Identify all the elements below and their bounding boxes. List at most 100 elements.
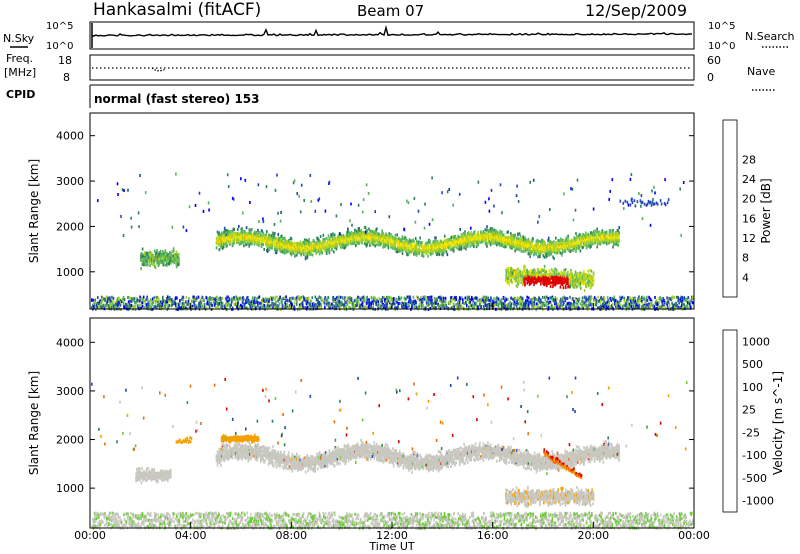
heatmap-cell	[566, 272, 568, 276]
heatmap-cell	[163, 261, 165, 265]
heatmap-cell	[155, 299, 157, 302]
heatmap-cell	[608, 232, 611, 236]
heatmap-cell	[361, 233, 363, 237]
heatmap-cell	[510, 234, 513, 238]
heatmap-cell	[259, 233, 262, 237]
heatmap-cell	[250, 239, 252, 243]
heatmap-cell	[248, 242, 250, 246]
heatmap-cell	[584, 234, 586, 238]
heatmap-cell	[470, 240, 472, 244]
heatmap-cell	[598, 233, 600, 236]
heatmap-cell	[307, 249, 309, 253]
heatmap-cell	[326, 243, 329, 247]
heatmap-cell	[485, 240, 487, 243]
heatmap-cell	[584, 242, 587, 246]
heatmap-cell	[285, 243, 287, 247]
heatmap-cell	[319, 246, 322, 250]
heatmap-cell	[492, 235, 494, 239]
heatmap-cell	[538, 247, 540, 251]
heatmap-cell	[312, 239, 315, 243]
noise-panel: N.Sky 10^5 10^0 10^5 10^0 N.Search	[3, 21, 795, 52]
heatmap-cell	[346, 231, 348, 235]
heatmap-cell	[244, 243, 247, 247]
nave-label: Nave	[747, 65, 775, 78]
heatmap-cell	[564, 277, 566, 281]
heatmap-cell	[590, 269, 593, 273]
heatmap-cell	[301, 242, 303, 246]
heatmap-cell	[320, 247, 323, 251]
heatmap-cell	[388, 232, 391, 236]
heatmap-cell	[570, 238, 573, 242]
heatmap-cell	[595, 235, 598, 239]
heatmap-cell	[226, 234, 228, 238]
heatmap-cell	[443, 246, 445, 250]
heatmap-cell	[553, 245, 555, 248]
nave-right-tick-top: 60	[707, 54, 721, 67]
heatmap-cell	[515, 247, 517, 251]
heatmap-cell	[120, 301, 122, 305]
heatmap-cell	[340, 237, 343, 241]
heatmap-cell	[512, 269, 515, 272]
heatmap-cell	[328, 245, 331, 249]
heatmap-cell	[400, 243, 403, 247]
heatmap-cell	[616, 232, 619, 236]
heatmap-cell	[391, 237, 393, 241]
heatmap-cell	[512, 233, 515, 237]
heatmap-cell	[509, 274, 512, 278]
heatmap-cell	[449, 244, 451, 248]
heatmap-cell	[539, 245, 541, 249]
heatmap-cell	[317, 248, 319, 252]
heatmap-cell	[455, 240, 457, 244]
heatmap-cell	[247, 241, 250, 245]
heatmap-cell	[599, 239, 601, 243]
heatmap-cell	[548, 243, 551, 247]
heatmap-cell	[504, 241, 507, 245]
heatmap-cell	[346, 240, 348, 244]
heatmap-cell	[555, 270, 557, 274]
heatmap-cell	[455, 242, 457, 246]
heatmap-cell	[539, 255, 541, 259]
heatmap-cell	[431, 244, 434, 248]
heatmap-cell	[266, 239, 269, 243]
heatmap-cell	[294, 245, 296, 249]
heatmap-cell	[259, 239, 262, 243]
heatmap-cell	[418, 249, 420, 253]
heatmap-cell	[591, 242, 594, 246]
heatmap-cell	[561, 280, 564, 284]
heatmap-cell	[580, 241, 583, 245]
heatmap-cell	[156, 305, 158, 309]
heatmap-cell	[591, 240, 593, 244]
heatmap-cell	[502, 233, 504, 237]
heatmap-cell	[304, 248, 307, 252]
heatmap-cell	[260, 239, 263, 243]
heatmap-cell	[515, 269, 517, 273]
heatmap-cell	[460, 233, 463, 237]
heatmap-cell	[336, 244, 339, 248]
heatmap-cell	[558, 272, 560, 276]
heatmap-cell	[524, 283, 526, 286]
heatmap-cell	[497, 235, 500, 238]
heatmap-cell	[561, 243, 563, 247]
heatmap-cell	[273, 237, 275, 241]
heatmap-cell	[443, 240, 445, 244]
heatmap-cell	[154, 257, 157, 261]
heatmap-cell	[567, 238, 569, 242]
heatmap-cell	[216, 230, 219, 234]
heatmap-cell	[314, 246, 317, 250]
heatmap-cell	[245, 243, 248, 247]
heatmap-cell	[486, 228, 488, 232]
heatmap-cell	[557, 239, 560, 242]
heatmap-cell	[604, 230, 606, 234]
heatmap-cell	[507, 236, 509, 240]
heatmap-cell	[328, 247, 331, 251]
heatmap-cell	[423, 245, 426, 248]
heatmap-cell	[312, 244, 315, 248]
heatmap-cell	[470, 235, 472, 239]
heatmap-cell	[528, 247, 531, 251]
heatmap-cell	[550, 272, 553, 276]
heatmap-cell	[451, 243, 454, 247]
heatmap-cell	[465, 244, 467, 247]
heatmap-cell	[540, 268, 542, 272]
heatmap-cell	[617, 229, 620, 233]
heatmap-cell	[396, 241, 398, 245]
